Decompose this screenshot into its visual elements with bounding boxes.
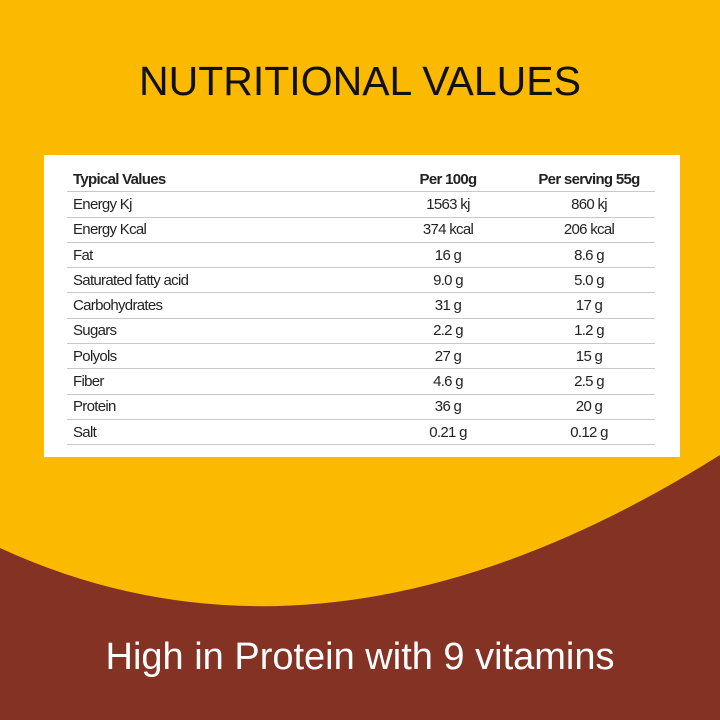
nutrition-table: Typical Values Per 100g Per serving 55g … — [67, 167, 655, 446]
table-row: Salt 0.21 g 0.12 g — [67, 419, 655, 446]
value-per-100g: 16 g — [373, 242, 523, 269]
table-row: Fiber 4.6 g 2.5 g — [67, 368, 655, 395]
nutrient-name: Saturated fatty acid — [67, 267, 373, 294]
value-per-serving: 2.5 g — [523, 368, 655, 395]
tagline: High in Protein with 9 vitamins — [105, 636, 615, 678]
value-per-serving: 17 g — [523, 292, 655, 319]
table-row: Fat 16 g 8.6 g — [67, 242, 655, 269]
nutrient-name: Sugars — [67, 318, 373, 345]
value-per-serving: 206 kcal — [523, 217, 655, 243]
page-title: NUTRITIONAL VALUES — [139, 58, 581, 104]
value-per-serving: 0.12 g — [523, 419, 655, 446]
table-row: Protein 36 g 20 g — [67, 394, 655, 420]
nutrient-name: Salt — [67, 419, 373, 446]
nutrient-name: Fiber — [67, 368, 373, 395]
table-row: Saturated fatty acid 9.0 g 5.0 g — [67, 267, 655, 294]
value-per-100g: 1563 kj — [373, 191, 523, 218]
nutrient-name: Energy Kj — [67, 191, 373, 218]
table-row: Energy Kj 1563 kj 860 kj — [67, 191, 655, 218]
value-per-serving: 1.2 g — [523, 318, 655, 345]
header-per-serving: Per serving 55g — [523, 167, 655, 193]
value-per-100g: 9.0 g — [373, 267, 523, 294]
table-header-row: Typical Values Per 100g Per serving 55g — [67, 167, 655, 193]
value-per-serving: 860 kj — [523, 191, 655, 218]
value-per-100g: 4.6 g — [373, 368, 523, 395]
value-per-100g: 36 g — [373, 394, 523, 420]
value-per-serving: 20 g — [523, 394, 655, 420]
value-per-100g: 31 g — [373, 292, 523, 319]
table-row: Carbohydrates 31 g 17 g — [67, 292, 655, 319]
nutrient-name: Fat — [67, 242, 373, 269]
nutrient-name: Polyols — [67, 343, 373, 370]
value-per-100g: 27 g — [373, 343, 523, 370]
value-per-100g: 2.2 g — [373, 318, 523, 345]
value-per-serving: 5.0 g — [523, 267, 655, 294]
header-per-100g: Per 100g — [373, 167, 523, 193]
brown-wave — [0, 455, 720, 720]
table-row: Polyols 27 g 15 g — [67, 343, 655, 370]
value-per-serving: 15 g — [523, 343, 655, 370]
value-per-100g: 0.21 g — [373, 419, 523, 446]
nutrient-name: Protein — [67, 394, 373, 420]
value-per-serving: 8.6 g — [523, 242, 655, 269]
nutrition-table-card: Typical Values Per 100g Per serving 55g … — [44, 155, 680, 457]
header-typical-values: Typical Values — [67, 167, 373, 193]
table-row: Energy Kcal 374 kcal 206 kcal — [67, 217, 655, 243]
nutrient-name: Energy Kcal — [67, 217, 373, 243]
table-row: Sugars 2.2 g 1.2 g — [67, 318, 655, 345]
nutrient-name: Carbohydrates — [67, 292, 373, 319]
value-per-100g: 374 kcal — [373, 217, 523, 243]
